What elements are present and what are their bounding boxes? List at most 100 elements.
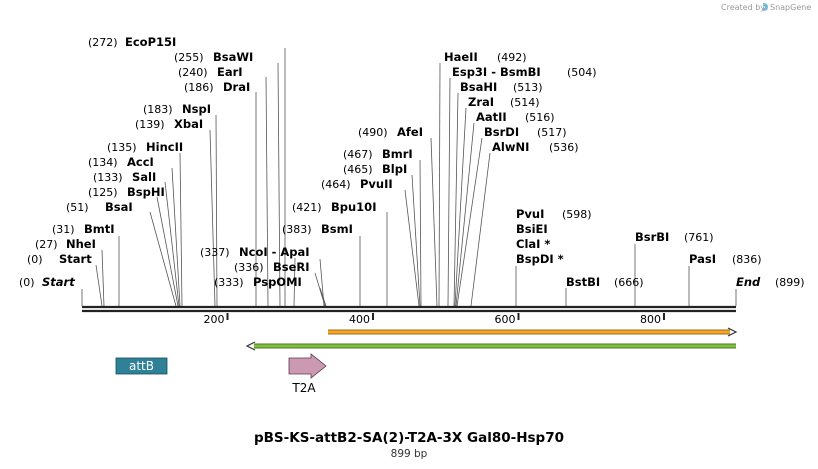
site-name: BsrDI <box>484 125 519 139</box>
site-name: BsrBI <box>635 230 669 244</box>
site-bsphi[interactable]: (51) BsaI <box>66 200 133 214</box>
ruler-tick-label: 600 <box>494 313 515 326</box>
site-nhei[interactable]: (0) Start <box>27 252 92 266</box>
site-eari[interactable]: (186) DraI <box>184 80 250 94</box>
site-pos: (0) <box>19 276 35 289</box>
site-pos: (255) <box>174 51 204 64</box>
site-mfli[interactable]: (272) EcoP15I <box>88 35 176 49</box>
site-name: Bpu10I <box>331 200 376 214</box>
site-name: PvuI <box>516 207 544 221</box>
sequence-backbone <box>82 305 736 313</box>
feature-t2a[interactable]: T2A <box>288 353 327 395</box>
site-name: BspHI <box>127 185 165 199</box>
site-name: Esp3I - BsmBI <box>452 65 541 79</box>
orf-orange[interactable] <box>328 327 738 337</box>
site-bmri[interactable]: (467) BmrI <box>343 147 413 161</box>
site-end[interactable]: End (899) <box>736 275 805 289</box>
leader-hincii <box>171 167 181 307</box>
site-aatii[interactable]: AatII (516) <box>476 110 555 124</box>
site-name: NcoI - ApaI <box>239 245 310 259</box>
site-bsmi[interactable]: (383) BsmI <box>282 222 353 236</box>
site-pos: (0) <box>27 253 43 266</box>
site-bsai[interactable]: (31) BmtI <box>52 222 115 236</box>
site-hincii[interactable]: (134) AccI <box>88 155 154 169</box>
leader-bsahi <box>453 92 459 307</box>
site-bsrdi[interactable]: BsrDI (517) <box>484 125 567 139</box>
snapgene-credit: Created by SnapGene <box>721 3 811 12</box>
leader-bsrdi <box>456 137 483 307</box>
site-xbai[interactable]: (135) HincII <box>107 140 183 154</box>
site-name: AccI <box>127 155 154 169</box>
site-afei[interactable]: (490) AfeI <box>358 125 423 139</box>
site-bpu10i[interactable]: (421) Bpu10I <box>292 200 376 214</box>
site-pos: (516) <box>525 111 555 124</box>
site-name: BseRI <box>273 260 310 274</box>
site-pos: (836) <box>732 253 762 266</box>
site-name: BsaWI <box>213 50 253 64</box>
site-name: BmtI <box>84 222 115 236</box>
site-pos: (666) <box>614 276 644 289</box>
orf-green-arrowhead <box>245 341 256 351</box>
site-bstbi[interactable]: BstBI (666) <box>566 275 644 289</box>
site-esp3i[interactable]: Esp3I - BsmBI (504) <box>452 65 597 79</box>
site-name: EcoP15I <box>125 35 176 49</box>
site-nco-apa[interactable]: (337) NcoI - ApaI <box>200 245 310 259</box>
site-name: NheI <box>66 237 96 251</box>
site-pos: (135) <box>107 141 137 154</box>
leader-xbai <box>179 152 183 307</box>
site-zrai[interactable]: ZraI (514) <box>468 95 540 109</box>
site-pos: (51) <box>66 201 89 214</box>
site-ecop15i[interactable]: (255) BsaWI <box>174 50 253 64</box>
site-pos: (514) <box>510 96 540 109</box>
site-name: BstBI <box>566 275 600 289</box>
site-pos: (27) <box>35 238 58 251</box>
credit-prefix: Created by <box>721 3 765 12</box>
site-sali[interactable]: (125) BspHI <box>88 185 165 199</box>
site-pos: (467) <box>343 148 373 161</box>
site-pasi[interactable]: PasI (836) <box>689 252 762 266</box>
site-pos: (272) <box>88 36 118 49</box>
leader-nco <box>293 257 296 307</box>
attb-box <box>115 357 168 375</box>
site-pos: (517) <box>537 126 567 139</box>
site-name: PasI <box>689 252 716 266</box>
snapgene-logo-icon <box>763 3 768 11</box>
site-name: BsiEI <box>516 222 548 236</box>
leader-alwni <box>470 152 491 307</box>
site-pos: (490) <box>358 126 388 139</box>
leader-haeii <box>438 62 441 307</box>
site-drai[interactable]: (183) NspI <box>143 102 211 116</box>
site-bmti[interactable]: (27) NheI <box>35 237 96 251</box>
site-blpi[interactable]: (465) BlpI <box>343 162 407 176</box>
site-acci[interactable]: (133) SalI <box>93 170 156 184</box>
site-bsahi[interactable]: BsaHI (513) <box>460 80 543 94</box>
site-name: PspOMI <box>253 275 302 289</box>
site-pos: (133) <box>93 171 123 184</box>
site-pspomi[interactable]: (333) PspOMI <box>214 275 302 289</box>
site-alwni[interactable]: AlwNI (536) <box>492 140 579 154</box>
site-pos: (504) <box>567 66 597 79</box>
site-pos: (492) <box>497 51 527 64</box>
site-name: AatII <box>476 110 507 124</box>
site-haeii[interactable]: HaeII (492) <box>444 50 527 64</box>
site-pos: (761) <box>684 231 714 244</box>
orf-green[interactable] <box>245 341 736 351</box>
site-pvui[interactable]: PvuI (598) BsiEI ClaI * BspDI * <box>516 207 592 266</box>
leader-afei <box>430 137 438 307</box>
leader-sali <box>156 196 179 307</box>
site-name: BsaHI <box>460 80 497 94</box>
site-pvuii[interactable]: (464) PvuII <box>321 177 393 191</box>
site-name: Start <box>59 252 92 266</box>
site-nspi[interactable]: (139) XbaI <box>135 117 203 131</box>
leader-acci <box>164 181 180 307</box>
site-pos: (465) <box>343 163 373 176</box>
site-bsrbi[interactable]: BsrBI (761) <box>635 230 714 244</box>
site-pos: (134) <box>88 156 118 169</box>
site-name: BlpI <box>382 162 407 176</box>
site-bsawi[interactable]: (240) EarI <box>178 65 243 79</box>
feature-attb[interactable]: attB <box>115 357 168 375</box>
site-start[interactable]: (0) Start <box>19 275 75 289</box>
site-name: AlwNI <box>492 140 529 154</box>
site-bseri[interactable]: (336) BseRI <box>234 260 310 274</box>
